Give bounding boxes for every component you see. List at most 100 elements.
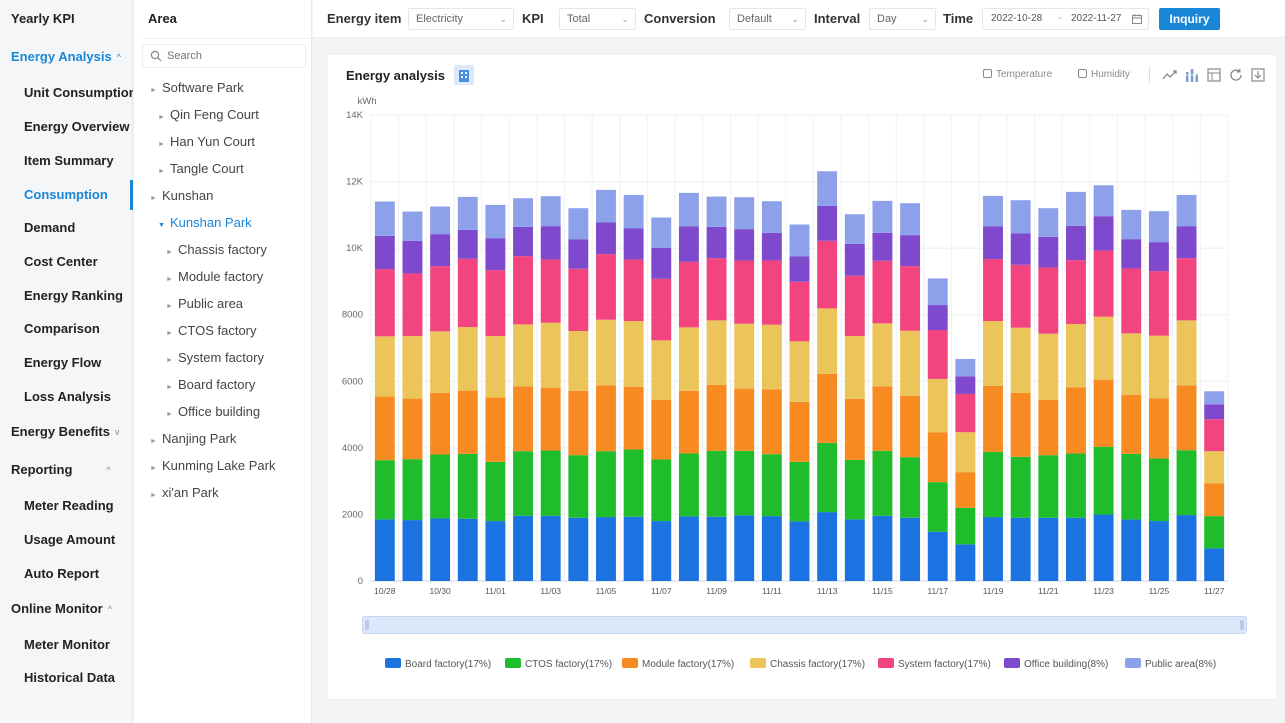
bar-segment	[872, 386, 893, 451]
caret-right-icon: ►	[158, 141, 165, 148]
nav-title-yearly-kpi[interactable]: Yearly KPI	[11, 11, 75, 26]
bar-segment	[1121, 333, 1142, 395]
tree-node-kunming-lake-park[interactable]: ► Kunming Lake Park	[150, 455, 275, 477]
caret-right-icon: ►	[166, 276, 173, 283]
bar-segment	[927, 278, 948, 306]
bar-segment	[513, 324, 534, 387]
tree-node-kunshan[interactable]: ► Kunshan	[150, 185, 213, 207]
bar-segment	[1204, 483, 1225, 517]
bar-segment	[927, 432, 948, 483]
kpi-select[interactable]: Total ⌄	[559, 8, 636, 30]
nav-item-comparison[interactable]: Comparison	[24, 321, 100, 336]
legend-item[interactable]: Board factory(17%)	[385, 658, 491, 670]
nav-item-cost-center[interactable]: Cost Center	[24, 254, 98, 269]
bar-segment	[513, 386, 534, 452]
tree-node-tangle-court[interactable]: ► Tangle Court	[158, 158, 244, 180]
bar-segment	[374, 396, 395, 461]
nav-item-energy-flow[interactable]: Energy Flow	[24, 355, 102, 370]
nav-group-online-monitor[interactable]: Online Monitor ^	[0, 594, 133, 624]
nav-item-energy-ranking[interactable]: Energy Ranking	[24, 288, 123, 303]
bar-segment	[1010, 233, 1031, 265]
nav-item-demand[interactable]: Demand	[24, 220, 76, 235]
bar-segment	[430, 454, 451, 519]
temperature-checkbox[interactable]: Temperature	[983, 69, 1052, 80]
tree-node-board-factory[interactable]: ► Board factory	[166, 374, 255, 396]
bar-segment	[1065, 517, 1086, 581]
bar-segment	[1176, 258, 1197, 321]
nav-group-energy-analysis[interactable]: Energy Analysis ^	[0, 42, 133, 72]
energy-item-select[interactable]: Electricity ⌄	[408, 8, 514, 30]
bar-segment	[817, 171, 838, 206]
tree-node-nanjing-park[interactable]: ► Nanjing Park	[150, 428, 236, 450]
date-range-picker[interactable]: 2022-10-28 - 2022-11-27	[982, 8, 1149, 30]
bar-chart-icon[interactable]	[1184, 67, 1200, 83]
search-input[interactable]	[142, 44, 306, 68]
zoom-slider[interactable]	[362, 616, 1247, 634]
bar-segment	[1204, 404, 1225, 420]
nav-item-loss-analysis[interactable]: Loss Analysis	[24, 389, 111, 404]
nav-item-unit-consumption[interactable]: Unit Consumption	[24, 85, 133, 100]
bar-segment	[485, 270, 506, 337]
select-value: Electricity	[416, 13, 464, 25]
tree-node-ctos-factory[interactable]: ► CTOS factory	[166, 320, 257, 342]
nav-group-reporting[interactable]: Reporting ^	[0, 455, 133, 485]
date-start[interactable]: 2022-10-28	[991, 13, 1043, 24]
y-tick-label: 0	[358, 576, 363, 587]
tree-node-xian-park[interactable]: ► xi'an Park	[150, 482, 219, 504]
tree-node-qin-feng-court[interactable]: ► Qin Feng Court	[158, 104, 259, 126]
nav-item-item-summary[interactable]: Item Summary	[24, 153, 114, 168]
refresh-icon[interactable]	[1228, 67, 1244, 83]
bar-segment	[623, 228, 644, 260]
bar-segment	[513, 515, 534, 581]
bar-segment	[1065, 324, 1086, 388]
line-chart-icon[interactable]	[1162, 67, 1178, 83]
nav-item-historical-data[interactable]: Historical Data	[24, 670, 116, 685]
bar-segment	[900, 203, 921, 236]
x-tick-label: 11/21	[1038, 586, 1059, 596]
bar-segment	[678, 192, 699, 227]
humidity-checkbox[interactable]: Humidity	[1078, 69, 1130, 80]
bar-segment	[568, 239, 589, 269]
nav-item-consumption[interactable]: Consumption	[0, 180, 133, 210]
nav-item-meter-monitor[interactable]: Meter Monitor	[24, 637, 110, 652]
bar-segment	[1038, 208, 1059, 237]
nav-item-energy-overview[interactable]: Energy Overview	[24, 119, 130, 134]
tree-node-kunshan-park[interactable]: ▼ Kunshan Park	[158, 212, 252, 234]
legend-item[interactable]: Chassis factory(17%)	[750, 658, 865, 670]
nav-item-meter-reading[interactable]: Meter Reading	[24, 498, 114, 513]
legend-item[interactable]: Public area(8%)	[1125, 658, 1216, 670]
date-separator: -	[1058, 13, 1062, 24]
bar-segment	[1010, 392, 1031, 457]
nav-item-usage-amount[interactable]: Usage Amount	[24, 532, 116, 547]
inquiry-button[interactable]: Inquiry	[1159, 8, 1220, 30]
bar-segment	[402, 459, 423, 521]
interval-select[interactable]: Day ⌄	[869, 8, 936, 30]
tree-node-chassis-factory[interactable]: ► Chassis factory	[166, 239, 267, 261]
bar-segment	[734, 260, 755, 324]
x-tick-label: 10/30	[429, 586, 451, 596]
slider-handle-left[interactable]	[365, 620, 369, 630]
slider-handle-right[interactable]	[1240, 620, 1244, 630]
tree-node-software-park[interactable]: ► Software Park	[150, 77, 244, 99]
area-title: Area	[148, 11, 177, 26]
date-end[interactable]: 2022-11-27	[1071, 13, 1122, 24]
nav-group-energy-benefits[interactable]: Energy Benefits v	[0, 417, 133, 447]
conversion-select[interactable]: Default ⌄	[729, 8, 806, 30]
download-icon[interactable]	[1250, 67, 1266, 83]
bar-segment	[844, 275, 865, 337]
legend-item[interactable]: Office building(8%)	[1004, 658, 1108, 670]
tree-node-office-building[interactable]: ► Office building	[166, 401, 260, 423]
legend-item[interactable]: CTOS factory(17%)	[505, 658, 612, 670]
bar-segment	[900, 395, 921, 458]
data-view-icon[interactable]	[1206, 67, 1222, 83]
bar-segment	[678, 261, 699, 328]
bar-segment	[1010, 327, 1031, 393]
tree-node-module-factory[interactable]: ► Module factory	[166, 266, 263, 288]
tree-node-public-area[interactable]: ► Public area	[166, 293, 243, 315]
bar-segment	[568, 268, 589, 332]
tree-node-han-yun-court[interactable]: ► Han Yun Court	[158, 131, 255, 153]
nav-item-auto-report[interactable]: Auto Report	[24, 566, 100, 581]
legend-item[interactable]: System factory(17%)	[878, 658, 991, 670]
legend-item[interactable]: Module factory(17%)	[622, 658, 734, 670]
tree-node-system-factory[interactable]: ► System factory	[166, 347, 264, 369]
